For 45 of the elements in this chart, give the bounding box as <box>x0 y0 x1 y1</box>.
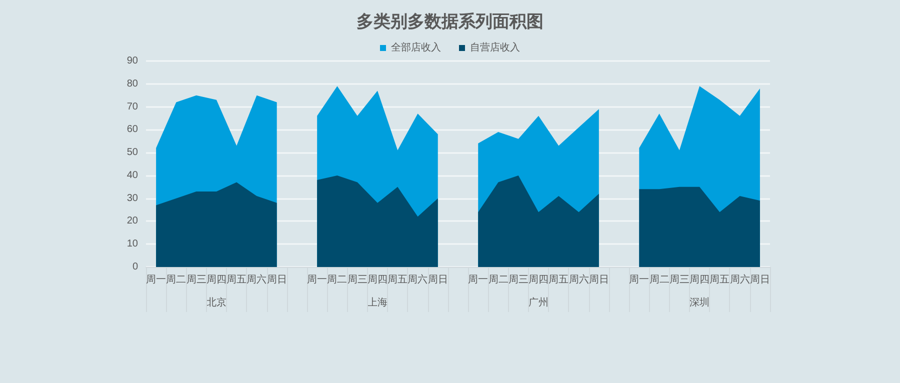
x-tick-label: 周五 <box>710 274 730 286</box>
y-tick-label: 0 <box>132 262 138 272</box>
y-tick-label: 10 <box>126 238 138 250</box>
legend-label: 全部店收入 <box>391 42 441 54</box>
text: 北京 <box>206 296 226 308</box>
x-tick-label: 周五 <box>388 274 408 286</box>
x-tick-label: 周二 <box>327 274 348 286</box>
text: 上海 <box>367 296 388 308</box>
y-tick-label: 40 <box>126 170 138 181</box>
x-tick-label: 周一 <box>468 274 488 286</box>
x-tick-label: 周六 <box>408 274 428 286</box>
x-tick-label: 周三 <box>347 274 368 286</box>
y-tick-label: 70 <box>126 101 138 112</box>
text: 广州 <box>528 296 549 308</box>
x-tick-label: 周日 <box>266 274 287 286</box>
x-tick-label: 周五 <box>548 274 569 286</box>
y-tick-label: 30 <box>126 192 138 204</box>
x-tick-label: 周五 <box>226 274 247 286</box>
x-tick-label: 周四 <box>528 274 549 286</box>
text: 深圳 <box>690 296 710 308</box>
x-tick-label: 周四 <box>206 274 226 286</box>
x-tick-label: 周四 <box>367 274 388 286</box>
x-tick-label: 周三 <box>669 274 690 286</box>
x-tick-label: 周三 <box>508 274 528 286</box>
x-tick-label: 周日 <box>588 274 609 286</box>
x-tick-label: 周一 <box>307 274 328 286</box>
x-tick-label: 周日 <box>428 274 448 286</box>
y-tick-label: 20 <box>126 216 138 227</box>
y-tick-label: 50 <box>126 147 138 158</box>
x-tick-label: 周二 <box>166 274 186 286</box>
y-tick-label: 60 <box>126 124 138 136</box>
y-tick-label: 80 <box>126 78 138 90</box>
x-tick-label: 周三 <box>186 274 206 286</box>
x-tick-label: 周四 <box>690 274 710 286</box>
x-tick-label: 周六 <box>246 274 267 286</box>
x-tick-label: 周二 <box>649 274 670 286</box>
chart-title: 多类别多数据系列面积图 <box>356 12 544 31</box>
x-tick-label: 周日 <box>750 274 770 286</box>
x-tick-label: 周一 <box>146 274 166 286</box>
x-tick-label: 周二 <box>488 274 508 286</box>
legend-label: 自营店收入 <box>470 42 520 54</box>
x-tick-label: 周六 <box>730 274 750 286</box>
y-tick-label: 90 <box>126 56 138 66</box>
x-tick-label: 周一 <box>629 274 650 286</box>
x-tick-label: 周六 <box>568 274 589 286</box>
